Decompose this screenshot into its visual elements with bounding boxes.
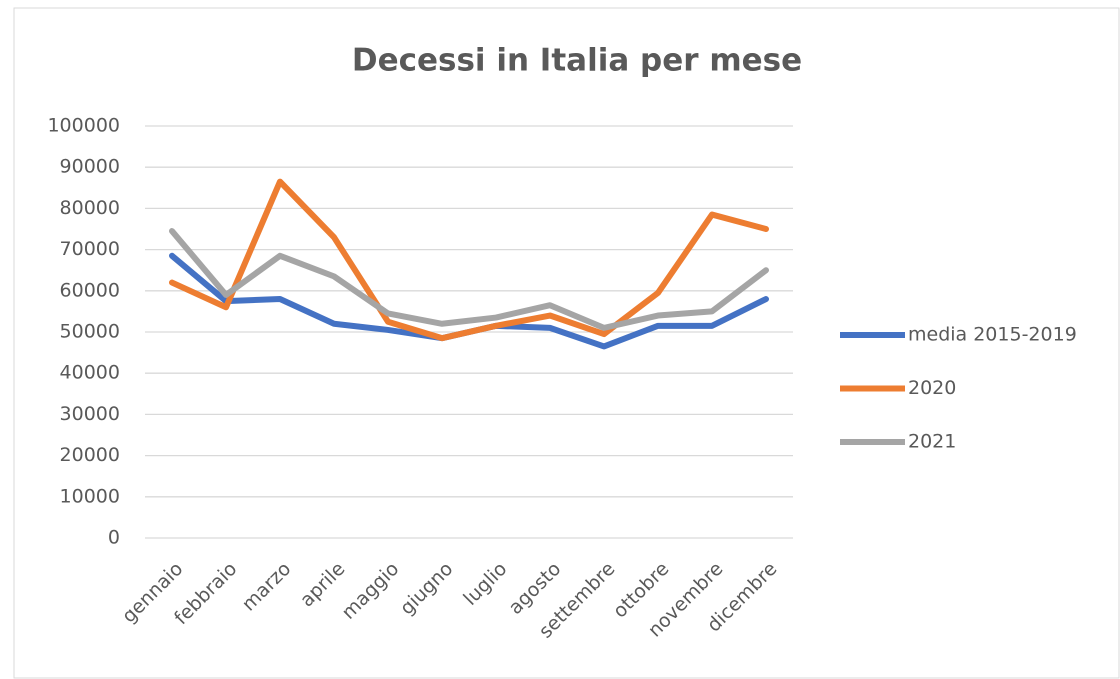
y-tick-label: 30000 [60,403,120,425]
y-tick-label: 10000 [60,485,120,507]
y-tick-label: 20000 [60,444,120,466]
y-tick-label: 90000 [60,156,120,178]
y-tick-label: 70000 [60,238,120,260]
y-tick-label: 0 [108,527,120,549]
y-tick-label: 40000 [60,362,120,384]
chart-title: Decessi in Italia per mese [352,43,802,79]
y-tick-label: 100000 [47,115,120,137]
legend-label: media 2015-2019 [908,324,1077,346]
series-line [169,228,769,331]
series-line [169,178,769,342]
chart-frame [13,7,1120,679]
y-tick-label: 80000 [60,197,120,219]
legend-label: 2021 [908,431,956,453]
y-tick-label: 60000 [60,279,120,301]
legend-label: 2020 [908,377,956,399]
y-tick-label: 50000 [60,321,120,343]
